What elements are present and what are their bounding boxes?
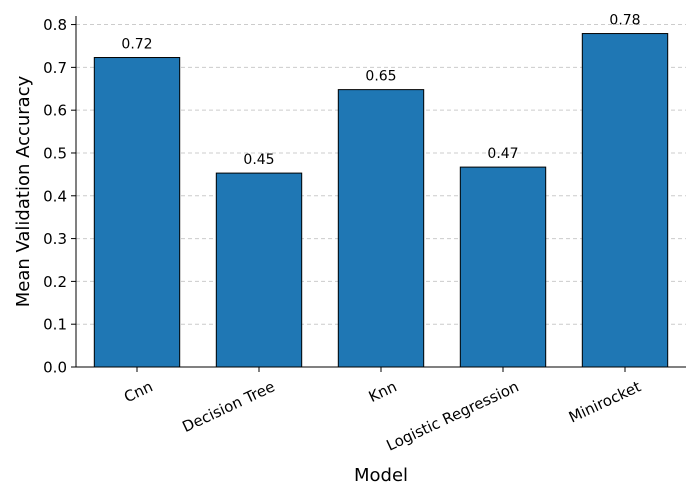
y-tick-label: 0.2 <box>43 273 67 291</box>
y-axis-title: Mean Validation Accuracy <box>13 75 34 307</box>
bar-value-label: 0.47 <box>487 146 518 162</box>
x-axis-title: Model <box>354 465 408 486</box>
y-tick-label: 0.1 <box>43 316 67 334</box>
y-tick-label: 0.8 <box>43 16 67 34</box>
y-tick-label: 0.5 <box>43 144 67 162</box>
x-tick-label: Knn <box>366 377 400 406</box>
bar <box>93 57 181 368</box>
y-tick-label: 0.7 <box>43 59 67 77</box>
bar-value-labels: 0.72 0.45 0.65 0.47 0.78 <box>121 13 640 169</box>
y-tick-label: 0.3 <box>43 230 67 248</box>
bar-value-label: 0.78 <box>609 13 640 29</box>
bar <box>459 166 547 368</box>
bar <box>581 33 669 368</box>
x-tick-label: Minirocket <box>566 377 644 426</box>
y-axis-ticks: 0.0 0.1 0.2 0.3 0.4 0.5 0.6 0.7 0.8 <box>43 16 76 377</box>
y-tick-label: 0.4 <box>43 187 67 205</box>
bar-value-label: 0.65 <box>365 69 396 85</box>
bar-value-label: 0.72 <box>121 37 152 53</box>
y-tick-label: 0.0 <box>43 359 67 377</box>
bars <box>93 33 669 368</box>
y-tick-label: 0.6 <box>43 102 67 120</box>
x-tick-label: Cnn <box>121 377 155 406</box>
bar <box>215 172 303 368</box>
bar-value-label: 0.45 <box>243 152 274 168</box>
bar <box>337 89 425 368</box>
x-tick-label: Decision Tree <box>179 377 277 436</box>
x-tick-label: Logistic Regression <box>384 377 522 454</box>
